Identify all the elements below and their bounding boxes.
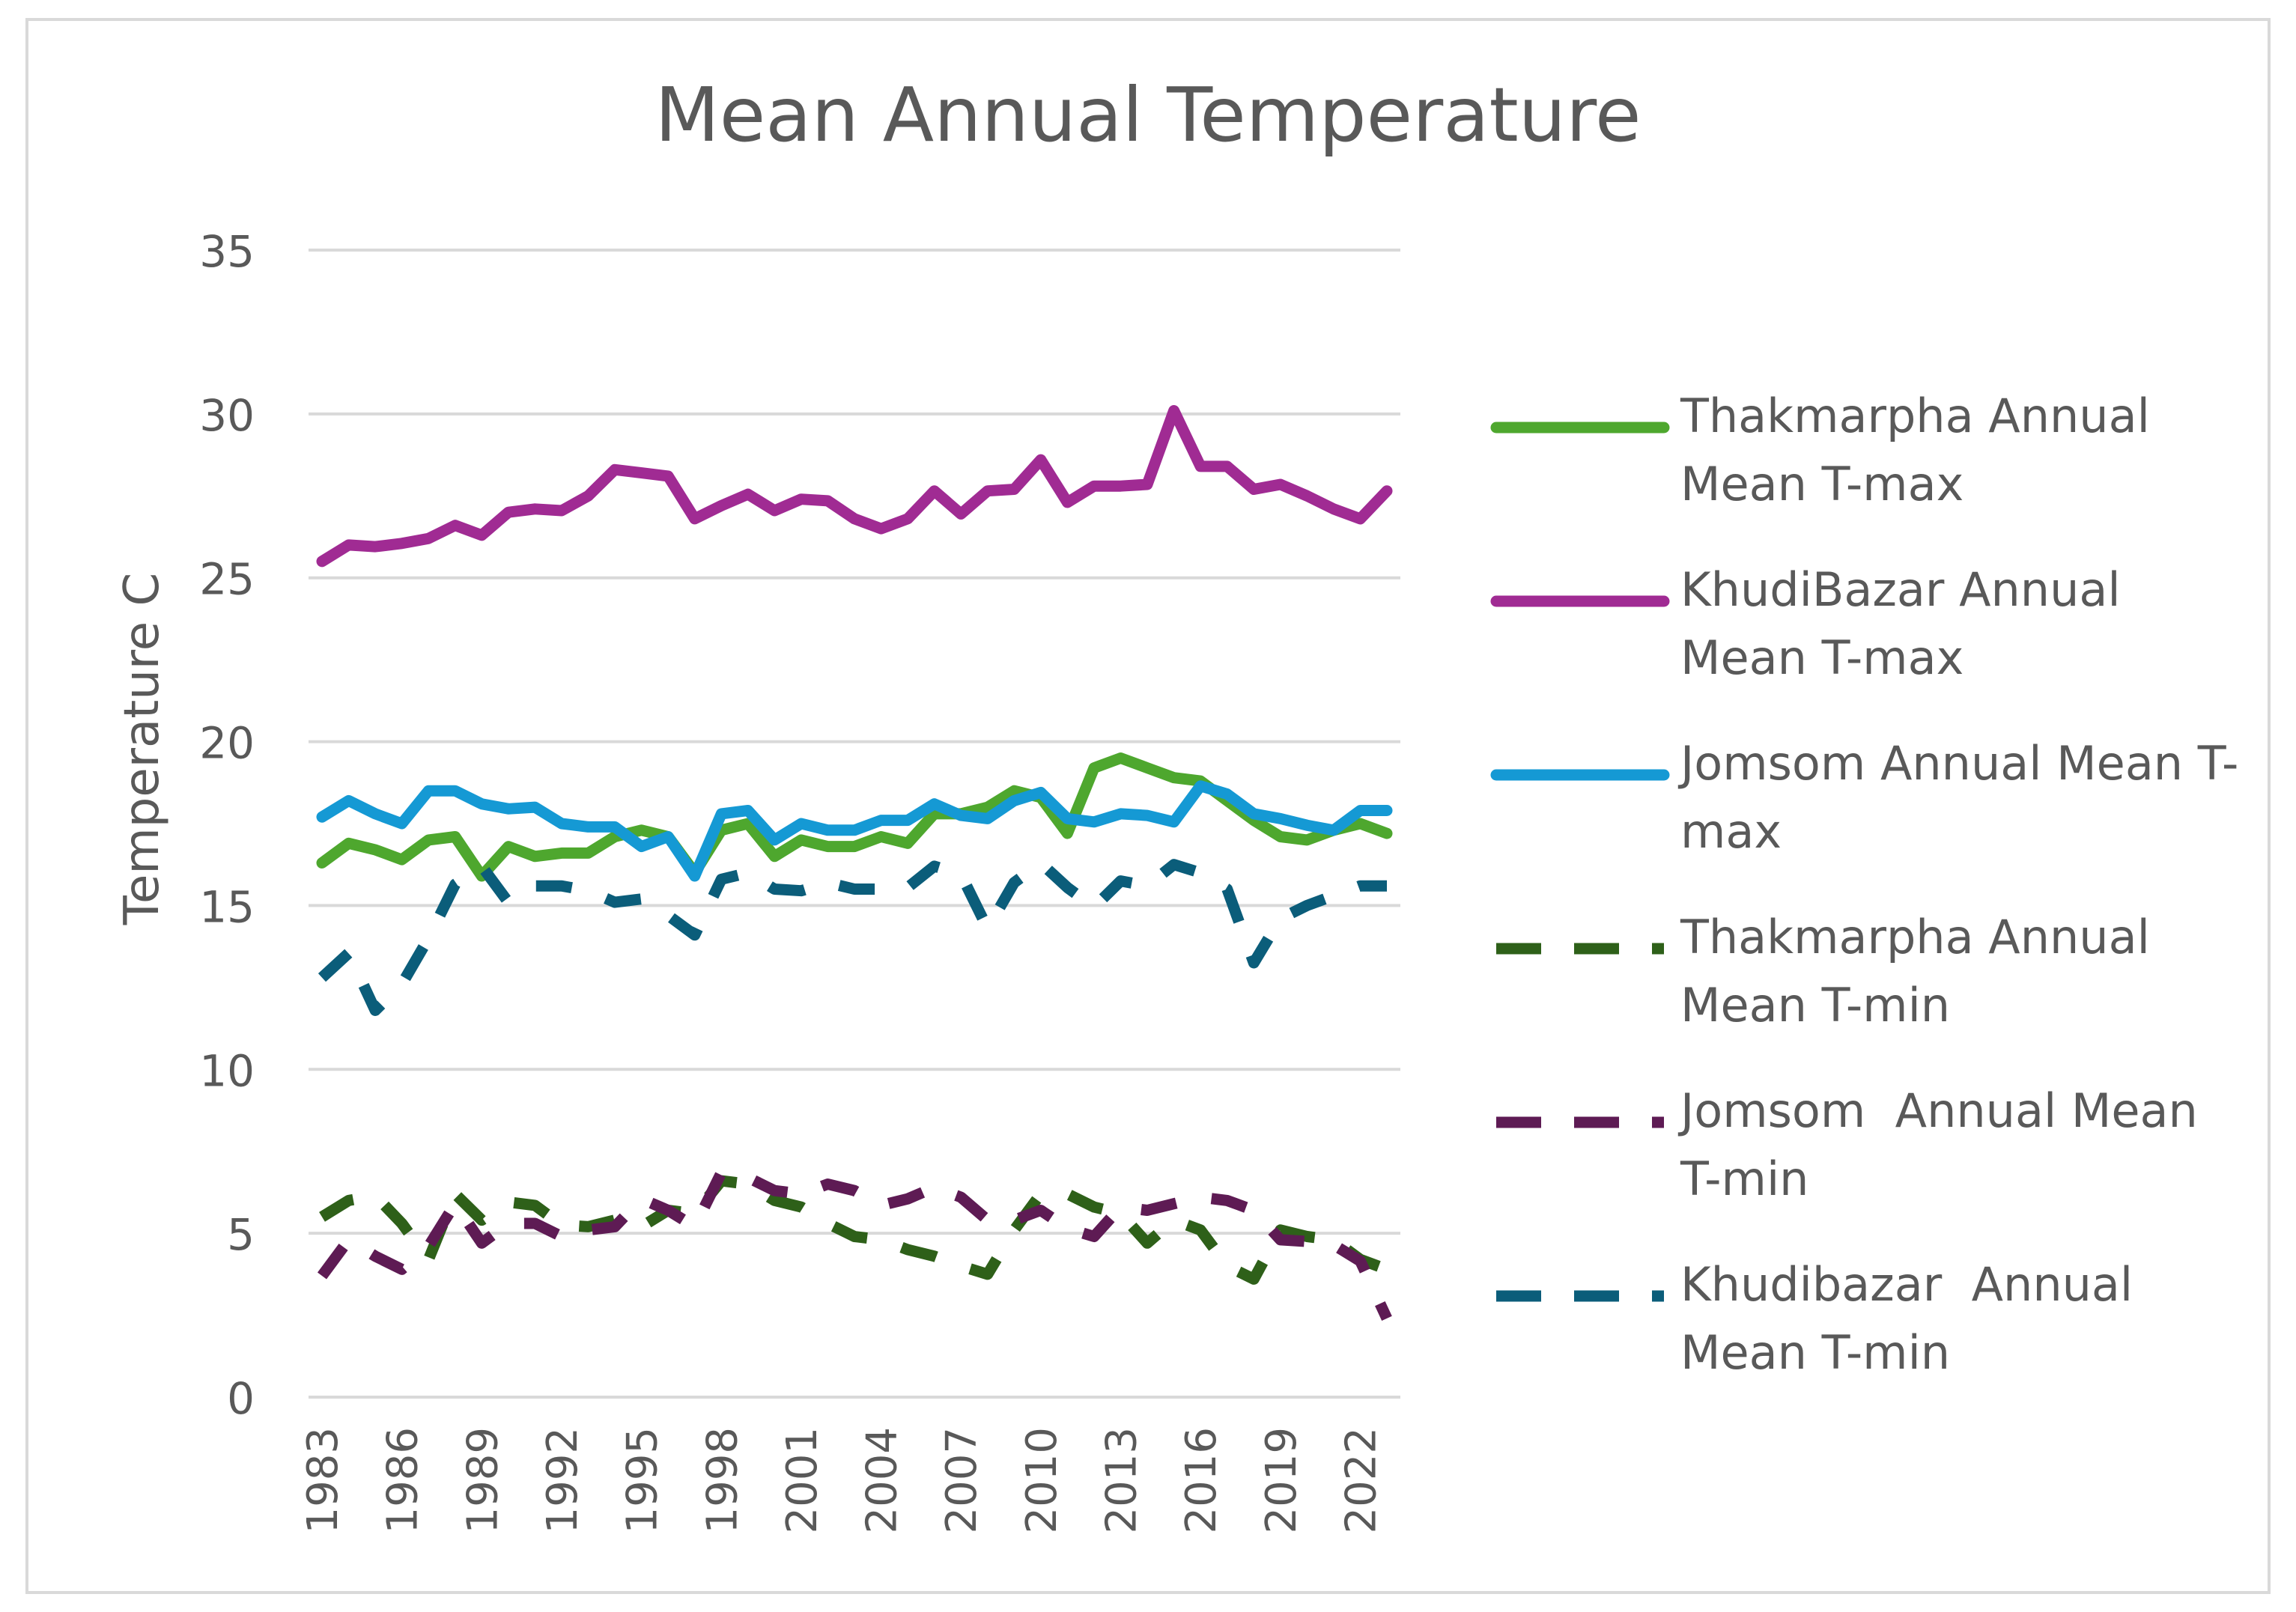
series-line-6 (318, 857, 1387, 1016)
legend-item: Jomsom Annual Mean T-min (1490, 1077, 2269, 1226)
y-tick-label: 15 (199, 881, 255, 932)
legend-swatch (1490, 769, 1670, 781)
y-tick-label: 30 (199, 390, 255, 441)
legend-label: KhudiBazar Annual Mean T-max (1680, 562, 2136, 685)
legend-item: Khudibazar Annual Mean T-min (1490, 1250, 2269, 1400)
x-tick-label: 2004 (858, 1427, 907, 1534)
y-tick-label: 10 (199, 1045, 255, 1096)
legend-item: KhudiBazar Annual Mean T-max (1490, 556, 2269, 705)
y-tick-label: 20 (199, 718, 255, 769)
x-tick-label: 1989 (458, 1427, 507, 1534)
legend-label: Jomsom Annual Mean T-min (1680, 1083, 2213, 1206)
x-tick-label: 2001 (778, 1427, 827, 1534)
legend-label: Jomsom Annual Mean T-max (1680, 736, 2239, 859)
y-tick-label: 25 (199, 554, 255, 605)
x-tick-label: 1986 (379, 1427, 428, 1534)
y-tick-label: 35 (199, 226, 255, 277)
x-tick-label: 1998 (698, 1427, 747, 1534)
legend-swatch (1490, 595, 1670, 607)
x-tick-label: 1992 (538, 1427, 587, 1534)
series-line-5 (317, 1167, 1392, 1321)
legend-swatch (1496, 943, 1664, 955)
legend-item: Thakmarpha Annual Mean T-min (1490, 903, 2269, 1053)
x-tick-label: 2016 (1177, 1427, 1226, 1534)
series-line-4 (319, 1175, 1389, 1285)
x-tick-label: 2013 (1098, 1427, 1147, 1534)
x-tick-label: 2022 (1337, 1427, 1385, 1534)
y-tick-label: 5 (227, 1209, 255, 1260)
legend-item: Thakmarpha Annual Mean T-max (1490, 382, 2269, 532)
legend-swatch (1496, 1290, 1664, 1302)
legend-swatch (1490, 422, 1670, 434)
legend-label: Thakmarpha Annual Mean T-min (1680, 910, 2165, 1032)
x-tick-label: 1983 (299, 1427, 347, 1534)
x-tick-label: 2010 (1018, 1427, 1066, 1534)
y-tick-label: 0 (227, 1373, 255, 1424)
x-tick-label: 1995 (619, 1427, 667, 1534)
chart-title: Mean Annual Temperature (655, 71, 1641, 159)
series-line-3 (316, 780, 1393, 882)
x-tick-label: 2019 (1257, 1427, 1306, 1534)
chart-frame (25, 18, 2271, 1594)
x-tick-label: 2007 (938, 1427, 986, 1534)
legend-item: Jomsom Annual Mean T-max (1490, 729, 2269, 879)
legend-label: Thakmarpha Annual Mean T-max (1680, 389, 2165, 511)
series-line-2 (316, 405, 1393, 568)
legend-swatch (1496, 1116, 1664, 1128)
series-line-1 (316, 752, 1393, 882)
legend-label: Khudibazar Annual Mean T-min (1680, 1257, 2148, 1380)
